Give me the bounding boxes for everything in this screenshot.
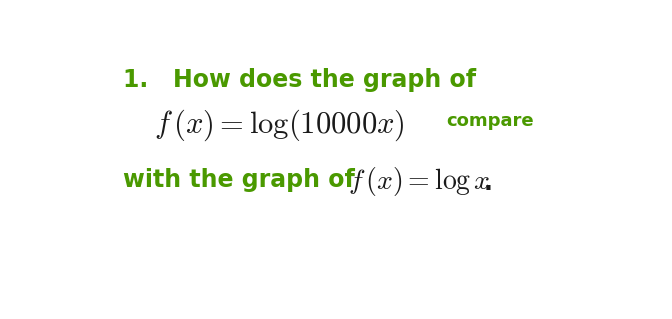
Text: compare: compare <box>447 112 534 130</box>
Text: 1.   How does the graph of: 1. How does the graph of <box>123 68 476 92</box>
Text: $f\,(x) = \log x$: $f\,(x) = \log x$ <box>347 165 490 197</box>
Text: with the graph of: with the graph of <box>123 168 363 192</box>
Text: $f\,(x) = \log(10000x)$: $f\,(x) = \log(10000x)$ <box>154 108 405 143</box>
Text: .: . <box>483 171 492 195</box>
